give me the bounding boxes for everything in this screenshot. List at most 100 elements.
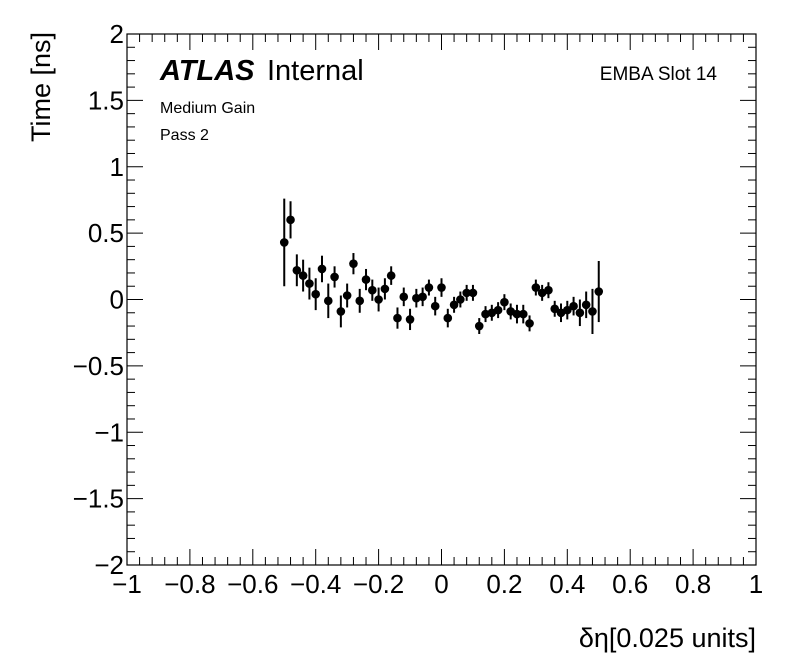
x-tick-label: −0.2 xyxy=(353,569,404,599)
data-point xyxy=(368,279,377,301)
data-point xyxy=(399,287,409,307)
data-point xyxy=(544,282,553,299)
data-marker xyxy=(342,291,352,300)
atlas-brand: ATLAS xyxy=(159,55,255,87)
y-tick-label: 0.5 xyxy=(88,218,124,248)
data-point xyxy=(437,278,446,297)
data-marker xyxy=(424,283,434,292)
data-point xyxy=(575,299,585,327)
data-point xyxy=(512,304,522,324)
plot-frame xyxy=(126,33,757,566)
data-marker xyxy=(525,319,534,328)
data-point xyxy=(493,302,503,319)
data-points xyxy=(279,198,604,335)
data-marker xyxy=(569,301,578,311)
data-marker xyxy=(512,309,522,319)
data-point xyxy=(405,308,415,331)
data-marker xyxy=(550,304,560,314)
data-point xyxy=(500,294,509,311)
data-point xyxy=(569,296,578,316)
data-marker xyxy=(323,296,333,306)
data-marker xyxy=(292,265,302,275)
data-point xyxy=(298,259,308,292)
data-marker xyxy=(588,307,597,316)
data-marker xyxy=(317,264,327,274)
data-marker xyxy=(330,272,339,282)
data-point xyxy=(525,315,534,332)
data-marker xyxy=(443,313,453,323)
data-point xyxy=(581,291,591,319)
data-point xyxy=(374,287,383,312)
data-point xyxy=(474,318,484,335)
data-point xyxy=(279,198,289,287)
data-point xyxy=(361,268,371,291)
atlas-status: Internal xyxy=(267,55,364,87)
data-point xyxy=(468,284,478,301)
y-tick-label: 1.5 xyxy=(88,85,124,115)
data-point xyxy=(550,300,560,317)
data-marker xyxy=(437,283,446,292)
data-marker xyxy=(336,307,346,316)
data-point xyxy=(292,254,302,287)
x-tick-label: 0.6 xyxy=(612,569,648,599)
data-point xyxy=(317,255,327,283)
data-marker xyxy=(311,289,321,299)
data-point xyxy=(323,283,333,319)
data-marker xyxy=(493,305,503,315)
data-marker xyxy=(355,296,365,306)
axis-tick-labels: −1 −0.8 −0.6 −0.4 −0.2 0 0.2 0.4 0.6 0.8 1 −2 −1.5 −1… xyxy=(73,19,764,599)
x-tick-label: 1 xyxy=(749,569,763,599)
data-marker xyxy=(349,259,358,268)
data-marker xyxy=(462,288,471,298)
x-tick-label: −0.4 xyxy=(290,569,341,599)
data-point xyxy=(518,304,528,324)
data-marker xyxy=(500,297,509,307)
data-marker xyxy=(368,285,377,295)
data-marker xyxy=(399,292,409,302)
data-marker xyxy=(298,271,308,280)
data-marker xyxy=(456,295,465,304)
data-marker xyxy=(468,288,478,298)
y-tick-label: 1 xyxy=(110,152,124,182)
x-tick-label: −0.8 xyxy=(164,569,215,599)
x-tick-label: −1 xyxy=(112,569,142,599)
data-marker xyxy=(380,284,390,294)
data-marker xyxy=(575,308,585,318)
y-tick-label: −2 xyxy=(94,550,124,580)
module-label: EMBA Slot 14 xyxy=(600,64,718,85)
x-tick-label: 0.8 xyxy=(675,569,711,599)
x-tick-label: −0.6 xyxy=(227,569,278,599)
data-point xyxy=(531,279,541,296)
data-marker xyxy=(286,215,295,225)
axis-ticks xyxy=(126,33,757,566)
x-tick-label: 0.2 xyxy=(486,569,522,599)
y-tick-label: −0.5 xyxy=(73,351,124,381)
data-point xyxy=(430,296,440,316)
data-point xyxy=(418,287,427,307)
y-tick-label: −1.5 xyxy=(73,484,124,514)
data-point xyxy=(380,278,390,300)
data-marker xyxy=(430,301,440,311)
data-point xyxy=(456,291,465,308)
data-marker xyxy=(531,283,541,292)
data-marker xyxy=(474,321,484,331)
data-point xyxy=(462,284,471,301)
gain-label: Medium Gain xyxy=(160,100,255,117)
y-tick-label: 0 xyxy=(110,285,124,315)
data-point xyxy=(449,296,459,313)
data-marker xyxy=(279,238,289,247)
data-point xyxy=(305,267,314,300)
data-point xyxy=(330,266,339,288)
data-marker xyxy=(594,287,604,296)
data-marker xyxy=(581,300,591,310)
data-marker xyxy=(374,295,383,304)
data-marker xyxy=(418,292,427,302)
data-marker xyxy=(386,271,396,280)
x-tick-label: 0 xyxy=(434,569,448,599)
data-point xyxy=(355,288,365,313)
data-point xyxy=(443,308,453,328)
data-point xyxy=(386,266,396,285)
data-point xyxy=(424,279,434,296)
